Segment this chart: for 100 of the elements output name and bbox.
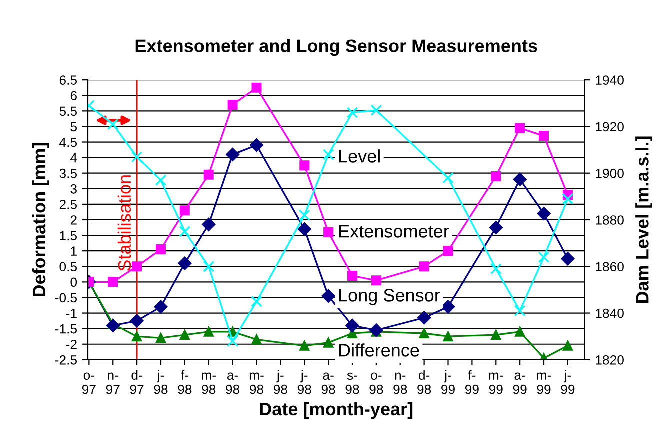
point [179, 226, 191, 238]
y-tick-label: 0 [70, 278, 78, 288]
point [132, 262, 142, 272]
y-tick-label: 2.5 [60, 200, 78, 210]
point [178, 256, 192, 270]
point [514, 305, 526, 317]
point [562, 193, 574, 205]
point [419, 328, 430, 338]
point [180, 206, 190, 216]
point [202, 218, 216, 232]
point [442, 172, 454, 184]
x-tick-label: j- 98 [154, 370, 168, 394]
y-tick-label: 5 [70, 122, 78, 132]
point [515, 123, 526, 134]
x-tick-label: j- 99 [442, 370, 455, 394]
point [107, 118, 119, 130]
point [442, 300, 455, 314]
y2-tick-label: 1820 [596, 355, 624, 365]
point [324, 338, 334, 348]
point [419, 262, 430, 272]
y-axis-title: Deformation [mm] [32, 143, 50, 297]
point [490, 263, 502, 275]
point [370, 104, 382, 116]
y-tick-label: 2 [70, 216, 77, 225]
y-tick-label: 5.5 [60, 106, 78, 116]
x-tick-label: m- 98 [250, 372, 264, 394]
x-tick-label: j- 99 [561, 370, 575, 394]
point [227, 336, 238, 347]
point [561, 252, 575, 266]
point [226, 148, 240, 162]
x-tick-label: n- 97 [106, 372, 120, 394]
ref-line-label: Stabilisation [118, 176, 132, 271]
y-tick-label: 6.5 [60, 76, 78, 85]
point [252, 82, 262, 93]
y-tick-label: -0.5 [55, 293, 78, 303]
point [538, 252, 550, 264]
x-axis-title: Date [month-year] [260, 402, 413, 420]
point [298, 222, 312, 236]
point [156, 244, 166, 255]
point [539, 131, 550, 142]
x-tick-label: a- 98 [322, 372, 336, 394]
y2-axis-title: Dam Level [m.a.s.l.] [636, 136, 652, 304]
y2-tick-label: 1880 [596, 216, 624, 225]
point [156, 333, 166, 344]
x-tick-label: j- 98 [274, 370, 288, 394]
point [346, 318, 360, 332]
x-tick-label: f- 99 [465, 370, 479, 394]
point [154, 300, 168, 314]
x-tick-label: m- 98 [202, 372, 216, 394]
point [108, 277, 118, 288]
y-tick-label: 3.5 [60, 168, 78, 178]
y2-tick-label: 1900 [596, 168, 624, 178]
point [298, 210, 310, 222]
point [228, 100, 238, 110]
series-label: Extensometer [339, 225, 450, 238]
x-tick-label: n- 98 [394, 372, 408, 394]
point [491, 330, 502, 340]
point [180, 330, 190, 340]
x-tick-label: m- 99 [489, 372, 504, 394]
point [250, 138, 264, 152]
point [537, 207, 551, 221]
x-tick-label: d- 98 [418, 370, 432, 394]
y-tick-label: -1.5 [55, 324, 78, 334]
point [252, 334, 262, 345]
y2-tick-label: 1840 [596, 308, 624, 318]
y2-tick-label: 1860 [596, 262, 624, 272]
x-tick-label: o- 98 [370, 372, 384, 394]
x-tick-label: s- 98 [346, 372, 360, 394]
y-tick-label: 1.5 [60, 231, 78, 240]
point [443, 332, 454, 342]
y-tick-label: 3 [70, 184, 77, 194]
x-tick-label: m- 99 [537, 372, 552, 394]
point [322, 149, 334, 160]
point [489, 221, 503, 234]
point [251, 296, 262, 308]
point [491, 171, 502, 182]
x-tick-label: o- 97 [82, 372, 96, 394]
y-tick-label: 0.5 [60, 262, 78, 272]
point [324, 227, 334, 238]
y-tick-label: -2.5 [55, 355, 78, 365]
y-tick-label: -2 [66, 340, 77, 350]
point [562, 340, 573, 351]
point [300, 160, 310, 171]
y-tick-label: -1 [66, 308, 77, 318]
y-tick-label: 4.5 [60, 138, 78, 148]
y2-tick-label: 1920 [596, 122, 624, 132]
x-tick-label: a- 99 [513, 372, 527, 394]
point [106, 318, 120, 332]
y-tick-label: 4 [70, 154, 78, 163]
point [346, 107, 358, 118]
x-tick-label: j- 98 [298, 370, 312, 394]
y-tick-label: 1 [71, 246, 77, 256]
point [132, 332, 142, 342]
point [204, 326, 214, 337]
point [155, 174, 167, 186]
chart-title: Extensometer and Long Sensor Measurements [136, 39, 538, 56]
point [443, 246, 454, 256]
point [418, 311, 432, 325]
point [322, 289, 336, 303]
y2-tick-label: 1940 [596, 76, 624, 85]
